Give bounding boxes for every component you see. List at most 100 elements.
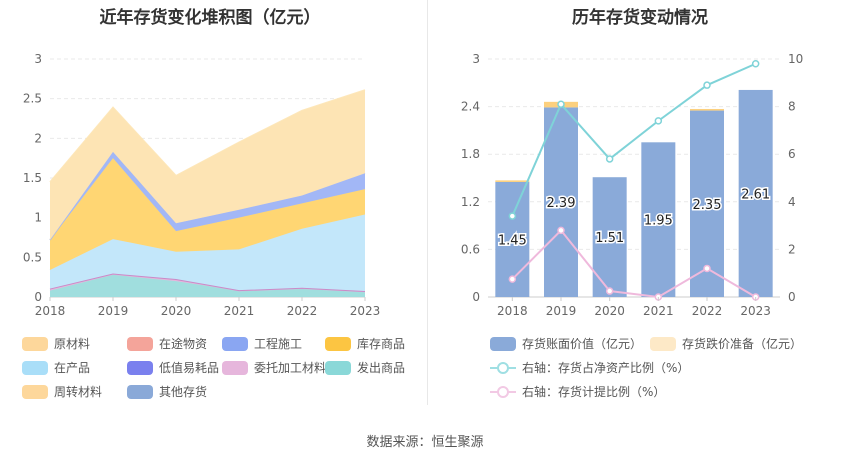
legend-item[interactable]: 右轴：存货计提比例（%） (490, 383, 665, 400)
legend-swatch (490, 336, 516, 351)
legend-swatch (127, 384, 153, 399)
y-tick-label: 0 (34, 290, 42, 304)
x-tick-label: 2021 (643, 304, 674, 318)
x-tick-label: 2019 (98, 304, 129, 318)
bar-impairment (495, 180, 530, 182)
area-发出商品 (50, 274, 365, 297)
bar-data-label: 1.45 (498, 233, 527, 248)
x-tick-label: 2019 (546, 304, 577, 318)
line-point (557, 100, 565, 108)
y-tick-label: 0.5 (23, 250, 42, 264)
area-edge-pink (49, 273, 366, 292)
x-tick-label: 2020 (594, 304, 625, 318)
bar-data-label: 1.51 (595, 231, 624, 246)
legend-label: 在产品 (54, 361, 91, 375)
y-tick-label: 3 (472, 52, 480, 66)
legend-item[interactable]: 原材料 (22, 335, 90, 352)
bar-book-value (738, 89, 773, 297)
legend-swatch (222, 360, 248, 375)
y-tick-label: 2 (34, 131, 42, 145)
bar-data-label: 2.35 (693, 198, 722, 213)
legend-label: 原材料 (54, 337, 91, 351)
legend-swatch (490, 361, 516, 375)
left-chart-title: 近年存货变化堆积图（亿元） (99, 8, 321, 28)
legend-swatch (22, 336, 48, 351)
legend-item[interactable]: 库存商品 (325, 335, 405, 352)
data-source-note: 数据来源：恒生聚源 (366, 435, 484, 450)
area-库存商品 (50, 158, 365, 271)
legend-item[interactable]: 低值易耗品 (127, 359, 219, 376)
x-tick-label: 2023 (350, 304, 381, 318)
legend-item[interactable]: 在产品 (22, 359, 90, 376)
x-tick-label: 2018 (497, 304, 528, 318)
legend-item[interactable]: 存货账面价值（亿元） (490, 335, 642, 352)
right-chart-title: 历年存货变动情况 (572, 8, 708, 28)
y2-tick-label: 8 (788, 100, 796, 114)
bar-book-value (641, 142, 676, 297)
inventory-bar-line-chart: 0 0.6 1.2 1.8 2.4 3 0 2 4 6 8 10 1.45 2.39 1.51 1.95 2.3… (461, 52, 803, 318)
line-point (508, 212, 517, 220)
legend-label: 委托加工材料 (254, 361, 327, 375)
line-point (703, 81, 711, 89)
legend-label: 库存商品 (357, 337, 406, 351)
legend-swatch (325, 360, 351, 375)
y-tick-label: 0.6 (461, 242, 480, 256)
area-在产品 (50, 214, 365, 292)
line-point (703, 264, 711, 273)
bar-data-label: 1.95 (644, 214, 673, 229)
y-tick-label: 1.2 (461, 195, 480, 209)
legend-item[interactable]: 在途物资 (127, 335, 207, 352)
y2-tick-label: 4 (788, 195, 796, 209)
legend-label: 存货账面价值（亿元） (522, 337, 643, 351)
legend-label: 工程施工 (254, 337, 303, 351)
y2-tick-label: 0 (788, 290, 796, 304)
x-tick-label: 2018 (35, 304, 66, 318)
y2-tick-label: 2 (788, 242, 796, 256)
x-tick-label: 2021 (224, 304, 255, 318)
y-tick-label: 0 (472, 290, 480, 304)
x-tick-label: 2022 (692, 304, 723, 318)
legend-item[interactable]: 发出商品 (325, 359, 405, 376)
line-point (508, 275, 517, 283)
legend-label: 存货跌价准备（亿元） (682, 337, 803, 351)
line-point (605, 155, 614, 163)
x-tick-label: 2022 (287, 304, 318, 318)
legend-item[interactable]: 周转材料 (22, 383, 102, 400)
area-edge (49, 89, 366, 183)
line-point (654, 117, 663, 125)
legend-label: 其他存货 (159, 385, 208, 399)
legend-item[interactable]: 其他存货 (127, 383, 207, 400)
y2-tick-label: 6 (788, 147, 796, 161)
area-原材料 (50, 89, 365, 240)
legend-label: 周转材料 (54, 385, 103, 399)
legend-label: 右轴：存货计提比例（%） (522, 385, 666, 399)
stacked-area-chart: 0 0.5 1 1.5 2 2.5 3 2018 2019 2020 2021 2022 2023 (23, 52, 381, 318)
legend-swatch (127, 360, 153, 375)
legend-swatch (325, 336, 351, 351)
bar-data-label: 2.61 (741, 187, 770, 202)
area-工程施工 (50, 151, 365, 240)
legend-swatch (22, 360, 48, 375)
x-tick-label: 2020 (161, 304, 192, 318)
line-series (511, 228, 757, 299)
legend-item[interactable]: 工程施工 (222, 335, 302, 352)
line-point (557, 226, 565, 235)
y-tick-label: 2.4 (461, 100, 480, 114)
legend-item[interactable]: 存货跌价准备（亿元） (650, 335, 802, 352)
line-series (511, 62, 757, 217)
legend-swatch (490, 385, 516, 399)
legend-item[interactable]: 委托加工材料 (222, 359, 326, 376)
y-tick-label: 2.5 (23, 92, 42, 106)
legend-label: 低值易耗品 (159, 361, 220, 375)
legend-label: 在途物资 (159, 337, 208, 351)
bar-impairment (690, 108, 724, 111)
legend-item[interactable]: 右轴：存货占净资产比例（%） (490, 359, 689, 376)
legend-swatch (222, 336, 248, 351)
bar-data-label: 2.39 (547, 196, 576, 211)
legend-label: 发出商品 (357, 361, 406, 375)
y2-tick-label: 10 (788, 52, 803, 66)
y-tick-label: 1 (34, 211, 42, 225)
line-point (605, 287, 614, 295)
line-point (751, 60, 760, 68)
legend-swatch (650, 336, 676, 351)
